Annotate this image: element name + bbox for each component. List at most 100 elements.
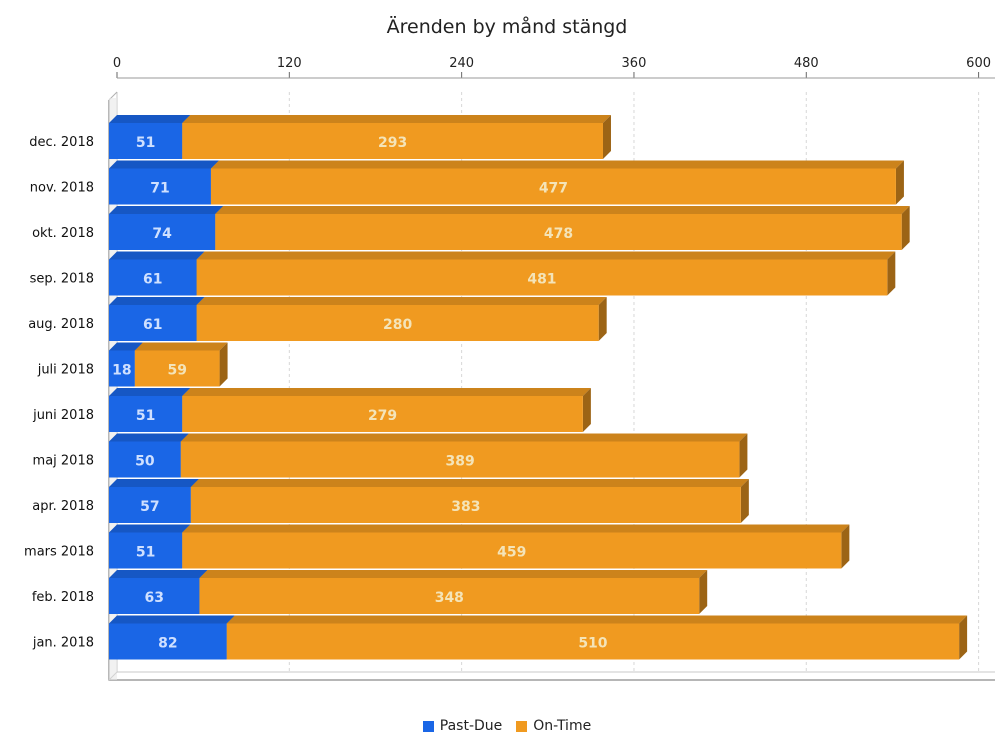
bar-top-face xyxy=(182,115,611,123)
bar-on-time xyxy=(215,214,902,250)
bar-side-face xyxy=(598,297,607,341)
bar-top-face xyxy=(182,524,850,533)
data-label: 459 xyxy=(497,545,526,561)
bar-top-face xyxy=(196,297,607,305)
bar-side-face xyxy=(887,251,896,296)
bar-side-face xyxy=(740,479,749,523)
category-label: maj 2018 xyxy=(33,454,94,469)
data-label: 18 xyxy=(112,363,131,379)
data-label: 481 xyxy=(527,272,556,288)
category-label: sep. 2018 xyxy=(30,272,94,287)
bar-on-time xyxy=(182,123,603,159)
bar-on-time xyxy=(196,259,888,296)
bar-past-due xyxy=(109,441,181,478)
bar-past-due xyxy=(109,259,197,296)
legend-swatch xyxy=(516,720,528,732)
data-label: 63 xyxy=(144,590,163,606)
data-label: 51 xyxy=(136,135,155,151)
tick-label: 120 xyxy=(277,56,302,71)
bar-on-time xyxy=(210,168,896,205)
category-label: mars 2018 xyxy=(24,545,94,560)
bar-past-due xyxy=(109,532,183,569)
bar-past-due xyxy=(109,350,135,387)
bar-side-face xyxy=(901,206,910,250)
data-label: 478 xyxy=(544,226,573,242)
data-label: 50 xyxy=(135,454,155,470)
tick-label: 240 xyxy=(449,56,474,71)
category-label: jan. 2018 xyxy=(32,636,94,651)
category-label: nov. 2018 xyxy=(30,181,94,196)
bar-top-face xyxy=(190,479,749,487)
bar-top-face xyxy=(180,433,748,442)
bar-on-time xyxy=(182,396,583,432)
value-axis-ticks: 0 120 240 360 480 600 xyxy=(113,56,995,79)
category-label: apr. 2018 xyxy=(32,499,94,514)
category-label: dec. 2018 xyxy=(29,135,94,150)
data-label: 51 xyxy=(136,408,155,424)
legend-item-past-due: Past-Due xyxy=(422,718,503,734)
data-label: 389 xyxy=(445,454,474,470)
bar-top-face xyxy=(109,433,189,442)
data-label: 51 xyxy=(136,545,155,561)
bar-top-face xyxy=(109,524,191,533)
bar-side-face xyxy=(841,524,850,569)
side-wall xyxy=(109,98,117,680)
bar-top-face xyxy=(109,160,219,169)
bar-side-face xyxy=(219,342,228,387)
bar-past-due xyxy=(109,123,183,159)
data-label: 510 xyxy=(578,636,607,652)
bar-past-due xyxy=(109,305,197,341)
data-label: 59 xyxy=(167,363,186,379)
bar-on-time xyxy=(182,532,842,569)
category-label: juli 2018 xyxy=(37,363,94,378)
data-label: 279 xyxy=(368,408,397,424)
category-label: feb. 2018 xyxy=(32,590,94,605)
bar-top-face xyxy=(134,342,228,351)
category-label: okt. 2018 xyxy=(32,226,94,241)
legend-label: Past-Due xyxy=(439,718,503,734)
tick-label: 0 xyxy=(113,56,121,71)
bar-top-face xyxy=(109,206,224,214)
legend-item-on-time: On-Time xyxy=(516,718,591,734)
bar-top-face xyxy=(109,479,199,487)
legend: Past-Due On-Time xyxy=(0,718,995,736)
bar-top-face xyxy=(109,251,205,260)
bar-past-due xyxy=(109,168,211,205)
data-label: 71 xyxy=(150,181,169,197)
chart-title: Ärenden by månd stängd xyxy=(386,16,628,38)
bar-past-due xyxy=(109,214,216,250)
data-label: 477 xyxy=(539,181,568,197)
bar-top-face xyxy=(199,570,708,578)
bar-top-face xyxy=(109,115,191,123)
bar-top-face xyxy=(109,388,191,396)
bar-side-face xyxy=(959,615,968,660)
bar-on-time xyxy=(226,623,960,660)
data-label: 82 xyxy=(158,636,177,652)
data-label: 383 xyxy=(451,499,480,515)
tick-label: 600 xyxy=(966,56,991,71)
data-label: 280 xyxy=(383,317,412,333)
bar-top-face xyxy=(210,160,904,169)
data-label: 74 xyxy=(152,226,172,242)
bar-side-face xyxy=(699,570,708,614)
data-label: 348 xyxy=(435,590,464,606)
bar-side-face xyxy=(739,433,748,478)
bar-top-face xyxy=(226,615,968,624)
bar-top-face xyxy=(109,615,235,624)
bar-side-face xyxy=(895,160,904,205)
category-label: juni 2018 xyxy=(32,408,94,423)
bar-past-due xyxy=(109,396,183,432)
category-label: aug. 2018 xyxy=(28,317,94,332)
category-axis: dec. 2018 nov. 2018 okt. 2018 sep. 2018 aug.… xyxy=(24,135,94,651)
bar-side-face xyxy=(602,115,611,159)
bar-top-face xyxy=(215,206,910,214)
bar-top-face xyxy=(109,570,208,578)
bar-top-face xyxy=(109,342,143,351)
legend-label: On-Time xyxy=(533,718,592,734)
bar-on-time xyxy=(180,441,740,478)
bar-top-face xyxy=(196,251,896,260)
legend-swatch xyxy=(422,720,434,732)
data-label: 57 xyxy=(140,499,159,515)
tick-label: 480 xyxy=(794,56,819,71)
